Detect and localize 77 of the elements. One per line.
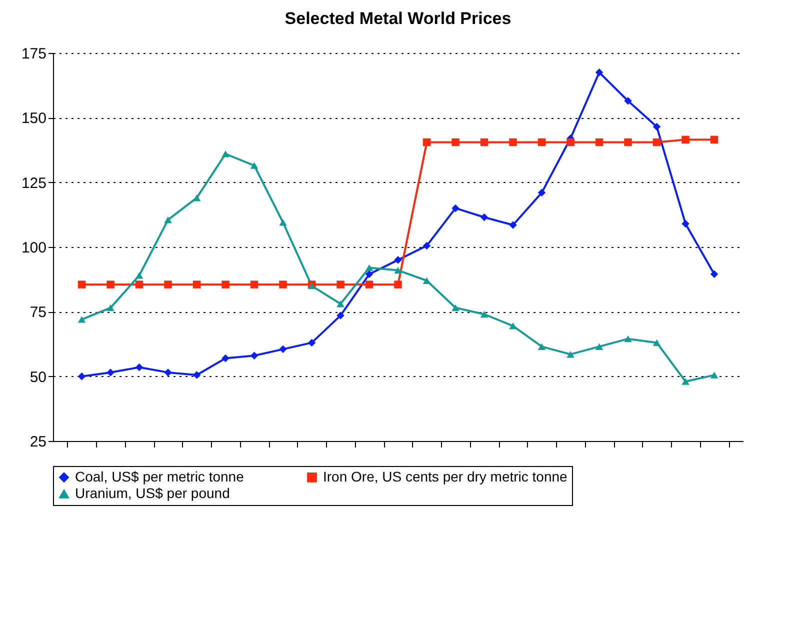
point bbox=[595, 68, 604, 76]
point bbox=[422, 277, 431, 284]
point bbox=[192, 194, 201, 202]
point bbox=[480, 310, 488, 318]
point bbox=[106, 304, 114, 312]
point bbox=[509, 138, 517, 146]
point bbox=[538, 343, 546, 350]
y-tick-label: 50 bbox=[30, 368, 46, 386]
point bbox=[279, 219, 287, 226]
point bbox=[336, 280, 344, 288]
point bbox=[135, 280, 144, 288]
point bbox=[624, 335, 632, 342]
point bbox=[365, 280, 374, 288]
y-tick-label: 25 bbox=[30, 434, 46, 450]
point bbox=[682, 136, 690, 144]
point bbox=[394, 256, 402, 264]
point bbox=[135, 272, 144, 279]
point bbox=[710, 372, 718, 378]
point bbox=[250, 280, 258, 288]
point bbox=[394, 280, 402, 288]
point bbox=[192, 371, 201, 379]
point bbox=[710, 136, 718, 144]
point bbox=[682, 378, 690, 385]
point bbox=[682, 220, 690, 228]
point bbox=[538, 138, 546, 146]
point bbox=[566, 350, 574, 358]
point bbox=[365, 264, 374, 272]
point bbox=[78, 280, 86, 288]
point bbox=[538, 188, 546, 197]
point bbox=[164, 368, 172, 376]
point bbox=[652, 339, 661, 346]
point bbox=[652, 138, 661, 146]
point bbox=[509, 322, 517, 330]
point bbox=[164, 216, 172, 224]
point bbox=[710, 270, 718, 278]
point bbox=[308, 338, 316, 347]
point bbox=[652, 122, 661, 131]
legend-label: Uranium, US$ per pound bbox=[75, 485, 230, 501]
point bbox=[222, 354, 230, 362]
y-tick-label: 100 bbox=[21, 240, 46, 256]
point bbox=[452, 138, 460, 146]
point bbox=[336, 312, 344, 320]
point bbox=[452, 204, 460, 212]
point bbox=[595, 343, 604, 350]
point bbox=[279, 280, 287, 288]
point bbox=[106, 368, 114, 376]
point bbox=[480, 213, 488, 222]
point bbox=[566, 138, 574, 146]
point bbox=[336, 300, 344, 308]
legend-label: Iron Ore, US cents per dry metric tonne bbox=[323, 468, 568, 484]
point bbox=[595, 138, 604, 146]
y-tick-label: 125 bbox=[21, 174, 46, 192]
point bbox=[394, 266, 402, 274]
chart-title: Selected Metal World Prices bbox=[284, 9, 512, 28]
y-tick-label: 150 bbox=[21, 110, 46, 128]
y-tick-label: 75 bbox=[30, 304, 46, 322]
y-tick-label: 175 bbox=[21, 46, 46, 62]
point bbox=[365, 270, 374, 278]
point bbox=[624, 138, 632, 146]
point bbox=[422, 138, 431, 146]
legend-label: Coal, US$ per metric tonne bbox=[75, 468, 244, 484]
point bbox=[135, 363, 144, 372]
point bbox=[222, 280, 230, 288]
point bbox=[222, 150, 230, 158]
point bbox=[480, 138, 488, 146]
point bbox=[192, 280, 201, 288]
point bbox=[509, 221, 517, 229]
point bbox=[78, 316, 86, 323]
point bbox=[452, 304, 460, 312]
point bbox=[164, 280, 172, 288]
point bbox=[78, 372, 86, 380]
point bbox=[106, 280, 114, 288]
point bbox=[250, 162, 258, 169]
point bbox=[250, 352, 258, 360]
point bbox=[422, 242, 431, 250]
point bbox=[279, 345, 287, 354]
point bbox=[624, 96, 632, 105]
